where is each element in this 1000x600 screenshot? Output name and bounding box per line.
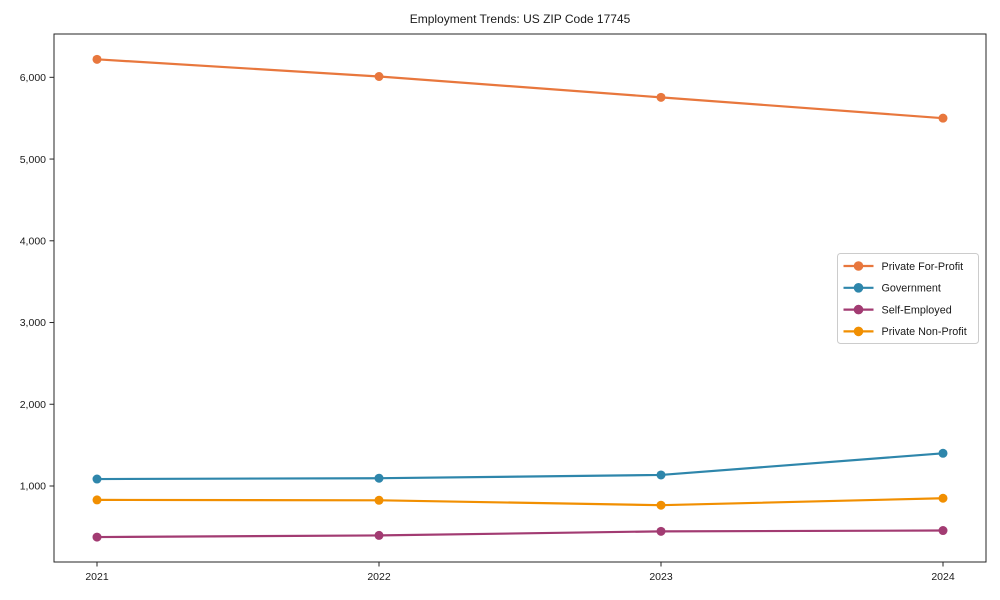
legend-item: Private Non-Profit xyxy=(843,326,967,338)
legend-label: Private Non-Profit xyxy=(882,326,967,338)
axes-frame xyxy=(53,33,987,563)
legend-marker-dot xyxy=(853,326,864,337)
x-tick-label: 2024 xyxy=(931,571,955,583)
legend-item: Self-Employed xyxy=(843,304,952,316)
chart-title: Employment Trends: US ZIP Code 17745 xyxy=(410,12,631,26)
x-tick-label: 2022 xyxy=(367,571,391,583)
data-point-government xyxy=(92,474,102,484)
data-point-private-non-profit xyxy=(92,495,102,505)
legend-label: Government xyxy=(882,283,941,295)
legend-item: Government xyxy=(843,283,941,295)
series-line-private-for-profit xyxy=(95,58,945,120)
legend-marker-dot xyxy=(853,304,864,315)
legend-label: Private For-Profit xyxy=(882,261,964,273)
data-point-self-employed xyxy=(938,526,948,536)
legend-box xyxy=(837,253,979,344)
data-point-private-for-profit xyxy=(374,72,384,82)
data-point-self-employed xyxy=(92,532,102,542)
data-point-self-employed xyxy=(374,530,384,540)
series-line-private-non-profit xyxy=(95,497,945,507)
legend-label: Self-Employed xyxy=(882,304,952,316)
y-tick-label: 5,000 xyxy=(20,154,46,166)
data-point-private-for-profit xyxy=(92,54,102,64)
data-point-self-employed xyxy=(656,526,666,536)
legend: Private For-Profit Government Self-Employe… xyxy=(837,253,979,344)
y-tick-label: 3,000 xyxy=(20,317,46,329)
y-tick-label: 4,000 xyxy=(20,235,46,247)
series-line-self-employed xyxy=(95,529,945,539)
x-tick-label: 2021 xyxy=(85,571,109,583)
legend-marker-dot xyxy=(853,283,864,293)
y-tick-label: 6,000 xyxy=(20,72,46,84)
y-tick-label: 1,000 xyxy=(20,481,46,493)
data-point-private-for-profit xyxy=(938,113,948,123)
y-tick-label: 2,000 xyxy=(20,399,46,411)
legend-marker-dot xyxy=(853,261,864,271)
data-point-private-non-profit xyxy=(656,500,666,510)
legend-item: Private For-Profit xyxy=(843,261,964,273)
data-point-government xyxy=(656,470,666,480)
series-line-government xyxy=(95,452,945,481)
data-point-government xyxy=(938,448,948,458)
data-point-private-for-profit xyxy=(656,92,666,102)
data-point-private-non-profit xyxy=(938,493,948,503)
data-point-government xyxy=(374,473,384,483)
data-point-private-non-profit xyxy=(374,495,384,505)
x-tick-label: 2023 xyxy=(649,571,673,583)
